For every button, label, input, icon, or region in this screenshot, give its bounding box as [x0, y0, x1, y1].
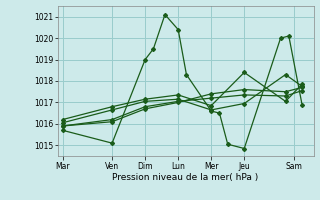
- X-axis label: Pression niveau de la mer( hPa ): Pression niveau de la mer( hPa ): [112, 173, 259, 182]
